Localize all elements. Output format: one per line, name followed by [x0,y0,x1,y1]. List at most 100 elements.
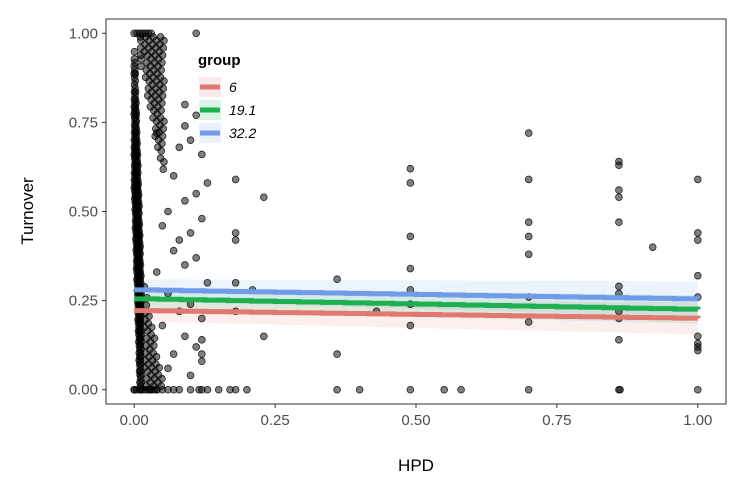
data-point [524,175,533,184]
data-point [615,193,623,202]
x-tick-label: 0.25 [260,412,289,429]
data-point [333,275,341,284]
x-tick-label: 1.00 [683,412,712,429]
data-point-cluster [134,316,142,324]
trend-line-6 [134,308,701,321]
data-point [158,221,167,230]
data-point-cluster [133,275,141,284]
data-point [694,385,702,394]
data-point-cluster [130,176,139,185]
data-point-cluster [135,367,144,376]
data-point [694,229,702,237]
data-point [198,314,206,323]
trend-line-32.2 [134,287,701,302]
data-point-cluster [130,150,138,159]
y-tick-label: 0.25 [69,293,98,310]
data-point-cluster [134,327,143,335]
data-point-cluster [135,349,144,357]
data-point-cluster [142,66,151,74]
data-point [198,336,206,344]
data-point [186,371,195,380]
legend-label: 32.2 [229,125,256,141]
data-point-cluster [159,165,168,174]
data-point [169,172,178,180]
data-point [694,346,702,355]
data-point [181,332,189,341]
x-tick-label: 0.50 [401,412,430,429]
data-point-cluster [130,128,139,137]
legend: group 6 19.1 32.2 [198,52,256,143]
data-point-cluster [130,47,139,56]
data-point-cluster [130,161,139,170]
data-point [186,229,195,237]
data-point [406,179,415,187]
data-point [152,268,161,276]
data-point [181,100,189,109]
data-point-cluster [131,216,140,225]
data-point-cluster [149,113,157,122]
data-point-cluster [130,88,139,96]
data-point [198,357,206,366]
data-point [231,278,240,287]
data-point [694,271,702,280]
y-tick-label: 0.50 [69,204,98,221]
data-point-cluster [136,51,145,60]
data-point-cluster [132,257,141,265]
data-point [175,143,184,152]
y-tick-label: 1.00 [69,25,98,42]
data-point [198,350,206,358]
data-point [169,246,178,255]
data-point [524,129,533,137]
data-point [203,385,212,394]
data-point [192,111,200,120]
data-point [694,236,702,244]
legend-label: 19.1 [229,102,256,118]
data-point [175,236,184,244]
x-axis-title: HPD [398,456,434,475]
data-point-cluster [130,121,139,129]
data-point [355,385,364,394]
data-point-cluster [130,385,138,394]
y-tick-label: 0.75 [69,114,98,131]
data-point-cluster [144,84,153,93]
data-point-cluster [130,183,139,192]
data-point-cluster [143,91,152,100]
data-point [164,207,172,216]
data-point [615,186,623,194]
data-point [181,122,189,130]
data-point [243,385,251,394]
data-point-cluster [135,338,143,346]
data-point-cluster [136,33,145,41]
data-point [524,250,533,259]
data-point [175,385,184,394]
data-point-cluster [137,62,145,71]
data-point [260,193,268,202]
data-point [457,385,465,394]
data-point [333,350,341,358]
data-point [231,385,240,394]
data-point-cluster [146,102,155,111]
legend-title: group [198,52,241,69]
data-point [164,364,172,373]
data-point-cluster [143,58,151,67]
data-point-cluster [132,264,141,273]
data-point [186,385,195,394]
data-point-cluster [130,169,139,177]
data-point [694,175,702,184]
data-point-cluster [130,62,139,71]
x-axis: 0.00 0.25 0.50 0.75 1.00 [120,404,712,429]
data-point-cluster [154,143,162,151]
data-point-cluster [130,143,139,151]
data-point [231,229,240,237]
data-point [198,214,206,223]
data-point [192,189,200,198]
data-point-cluster [151,132,159,140]
data-point [186,136,195,145]
data-point [524,218,533,226]
y-axis-title: Turnover [18,177,37,245]
data-point [192,254,200,262]
data-point [406,232,415,241]
data-point [406,164,415,173]
